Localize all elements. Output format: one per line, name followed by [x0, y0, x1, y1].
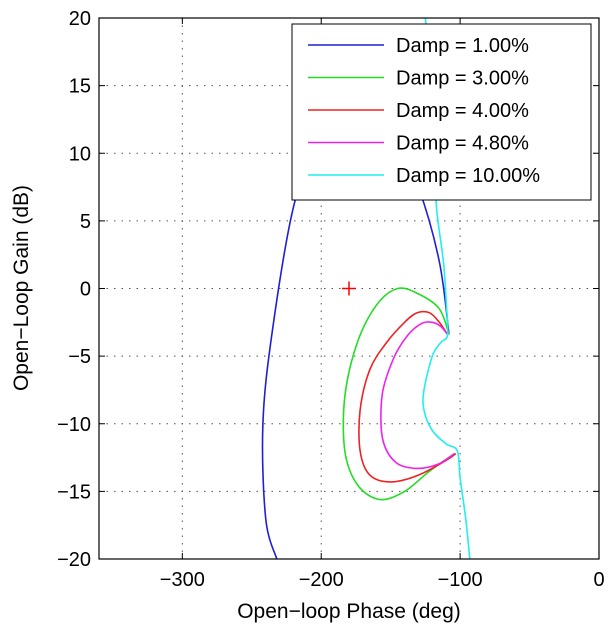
x-tick-labels: −300 −200 −100 0: [160, 569, 605, 591]
x-tick-label: 0: [593, 569, 604, 591]
axis-ticks: [99, 17, 600, 560]
y-tick-label: −15: [57, 481, 91, 503]
series-line-3: [380, 321, 456, 470]
y-tick-label: 15: [69, 76, 91, 98]
y-tick-label: 0: [80, 279, 91, 301]
series-line-1: [342, 287, 456, 501]
critical-point-layer: [342, 281, 356, 296]
legend-entry-0: Damp = 1.00%: [396, 35, 529, 57]
legend-box: [291, 23, 592, 201]
legend-entry-4: Damp = 10.00%: [396, 165, 540, 187]
y-tick-label: −10: [57, 414, 91, 436]
y-tick-label: 20: [69, 8, 91, 30]
y-tick-label: −20: [57, 549, 91, 571]
legend-entry-2: Damp = 4.00%: [396, 100, 529, 122]
x-tick-label: −200: [299, 569, 344, 591]
x-tick-label: −100: [438, 569, 483, 591]
x-tick-label: −300: [160, 569, 205, 591]
series-line-2: [358, 310, 457, 483]
x-axis-label: Open−loop Phase (deg): [237, 600, 461, 623]
y-tick-label: −5: [68, 346, 91, 368]
legend-entry-3: Damp = 4.80%: [396, 133, 529, 155]
y-tick-label: 5: [80, 211, 91, 233]
legend: Damp = 1.00% Damp = 3.00% Damp = 4.00% Damp…: [291, 23, 592, 201]
y-axis-label: Open−Loop Gain (dB): [10, 185, 33, 391]
legend-entry-1: Damp = 3.00%: [396, 68, 529, 90]
y-tick-labels: 20 15 10 5 0 −5 −10 −15 −20: [57, 8, 91, 571]
y-tick-label: 10: [69, 143, 91, 165]
